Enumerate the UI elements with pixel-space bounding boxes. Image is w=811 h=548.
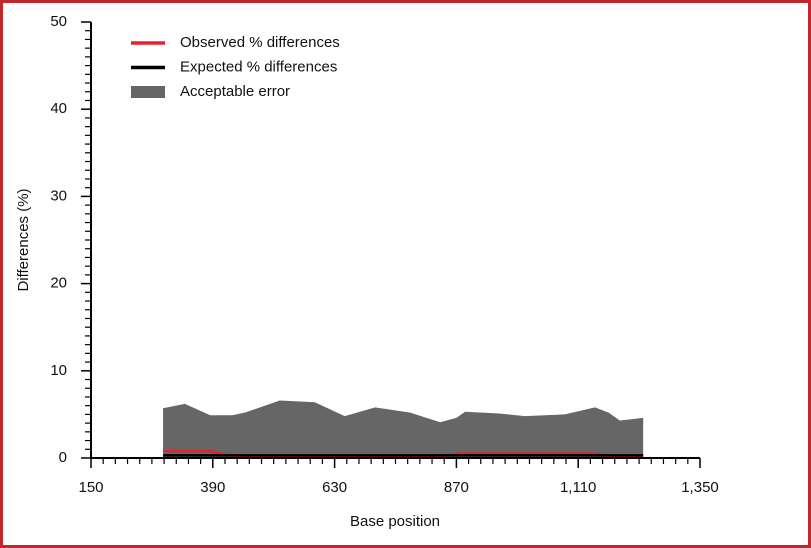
legend-swatch — [131, 86, 165, 98]
y-tick-label: 40 — [50, 100, 67, 117]
y-tick-label: 10 — [50, 362, 67, 379]
y-tick-label: 50 — [50, 13, 67, 30]
y-tick-label: 20 — [50, 275, 67, 292]
legend-label: Expected % differences — [180, 58, 337, 75]
legend-label: Observed % differences — [180, 34, 340, 51]
x-tick-label: 1,110 — [560, 479, 596, 496]
x-axis-label: Base position — [350, 513, 440, 530]
y-tick-label: 0 — [59, 449, 67, 466]
area — [163, 400, 644, 458]
legend-label: Acceptable error — [180, 83, 290, 100]
x-tick-label: 1,350 — [681, 479, 719, 496]
x-tick-label: 870 — [444, 479, 469, 496]
y-tick-label: 30 — [50, 187, 67, 204]
x-tick-label: 150 — [78, 479, 103, 496]
x-tick-label: 390 — [200, 479, 225, 496]
x-tick-label: 630 — [322, 479, 347, 496]
y-axis-label: Differences (%) — [15, 188, 32, 291]
